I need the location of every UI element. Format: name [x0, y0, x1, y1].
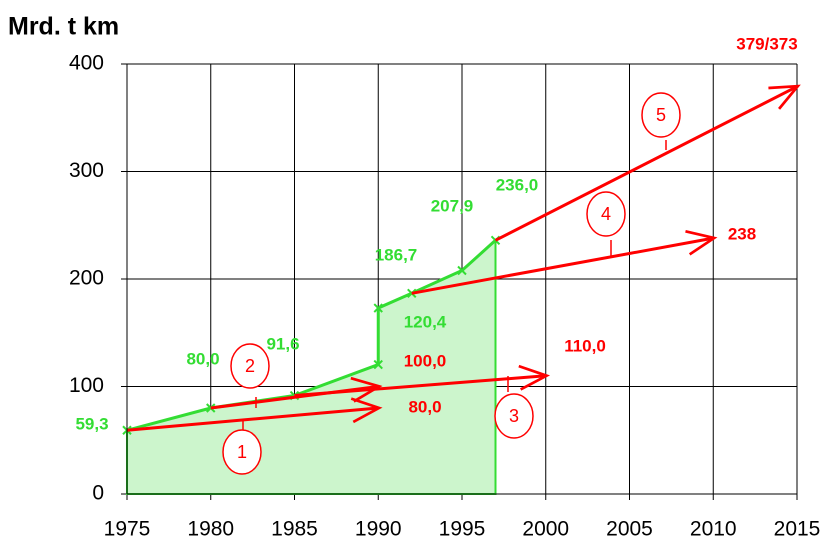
callout-circle [230, 343, 270, 389]
y-tick-label: 400 [69, 52, 104, 75]
x-tick-label: 2010 [690, 518, 737, 541]
legend-label: 4 [601, 204, 611, 224]
x-tick-label: 2000 [522, 518, 569, 541]
arrow [294, 364, 551, 398]
arrow [126, 397, 383, 432]
arrow [494, 84, 801, 242]
data-label: 120,4 [404, 312, 447, 331]
x-tick-label: 1990 [355, 518, 402, 541]
point-marker [373, 303, 383, 313]
x-tick-label: 2015 [774, 518, 821, 541]
legend-label: 2 [245, 356, 255, 376]
x-tick-label: 1985 [271, 518, 318, 541]
callout-circle [494, 393, 534, 439]
legend-label: 1 [237, 442, 247, 462]
data-label: 236,0 [496, 175, 539, 194]
y-tick-label: 100 [69, 374, 104, 397]
callout-circle [222, 429, 262, 475]
data-label: 238 [728, 224, 756, 243]
point-marker [373, 359, 383, 370]
chart-title: Mrd. t km [8, 13, 119, 41]
x-tick-label: 2005 [606, 518, 653, 541]
data-label: 110,0 [564, 336, 606, 355]
data-label: 100,0 [404, 351, 447, 370]
y-tick-label: 300 [69, 159, 104, 182]
y-tick-label: 0 [92, 482, 104, 505]
arrow [411, 230, 718, 295]
data-label: 91,6 [266, 334, 299, 353]
x-tick-label: 1975 [104, 518, 151, 541]
data-label: 379/373 [736, 34, 797, 53]
y-tick-label: 200 [69, 267, 104, 290]
data-label: 80,0 [408, 397, 441, 416]
x-tick-label: 1995 [439, 518, 486, 541]
callout-circle [586, 191, 626, 237]
data-label: 207,9 [431, 196, 474, 215]
data-label: 80,0 [186, 349, 219, 368]
x-tick-label: 1980 [187, 518, 234, 541]
callout-circle [641, 92, 681, 138]
data-label: 186,7 [375, 245, 418, 264]
legend-label: 5 [656, 105, 666, 125]
point-marker [457, 265, 467, 276]
data-label: 59,3 [75, 414, 108, 433]
legend-label: 3 [509, 406, 519, 426]
